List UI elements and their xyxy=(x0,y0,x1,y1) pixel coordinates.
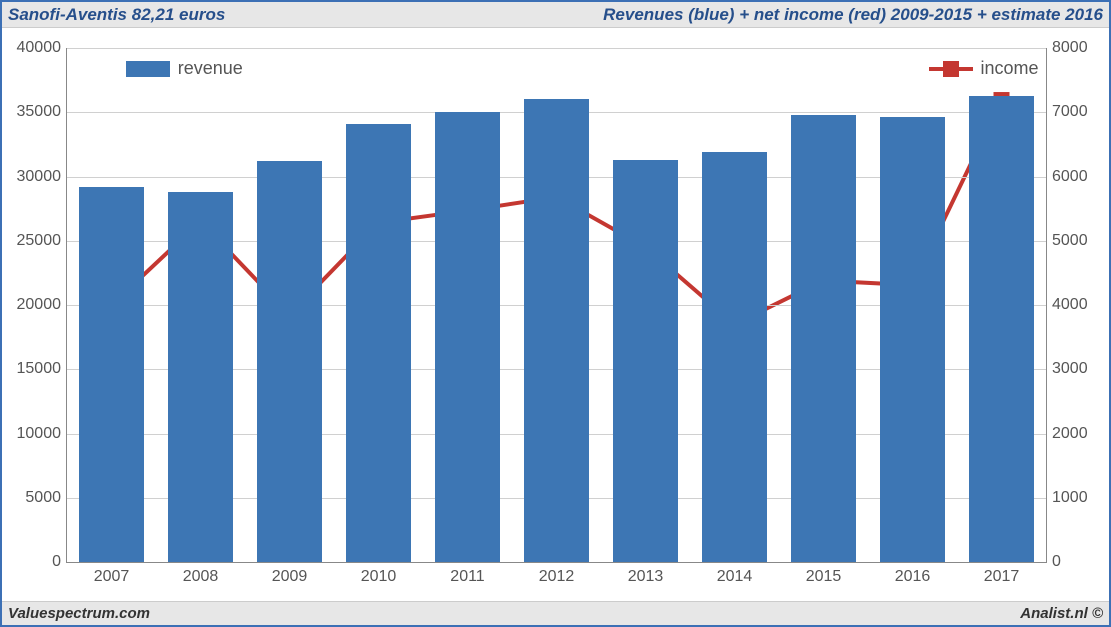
ytick-right: 7000 xyxy=(1052,103,1088,121)
ytick-left: 30000 xyxy=(17,168,62,186)
header-title-left: Sanofi-Aventis 82,21 euros xyxy=(8,5,225,25)
revenue-bar xyxy=(880,117,944,562)
ytick-right: 0 xyxy=(1052,553,1061,571)
ytick-left: 20000 xyxy=(17,296,62,314)
revenue-bar xyxy=(257,161,321,562)
ytick-right: 3000 xyxy=(1052,360,1088,378)
xtick: 2017 xyxy=(984,568,1020,586)
ytick-left: 35000 xyxy=(17,103,62,121)
revenue-bar xyxy=(346,124,410,562)
ytick-left: 10000 xyxy=(17,425,62,443)
legend-revenue-swatch xyxy=(126,61,170,77)
grid-line xyxy=(67,48,1046,49)
header-bar: Sanofi-Aventis 82,21 euros Revenues (blu… xyxy=(2,2,1109,28)
xtick: 2008 xyxy=(183,568,219,586)
revenue-bar xyxy=(613,160,677,562)
chart-area: 0500010000150002000025000300003500040000… xyxy=(6,30,1105,599)
legend-revenue: revenue xyxy=(126,58,243,79)
xtick: 2007 xyxy=(94,568,130,586)
revenue-bar xyxy=(969,96,1033,562)
legend-revenue-label: revenue xyxy=(178,58,243,79)
footer-right: Analist.nl © xyxy=(1020,605,1103,622)
revenue-bar xyxy=(435,112,499,562)
footer-bar: Valuespectrum.com Analist.nl © xyxy=(2,601,1109,625)
legend-income-swatch xyxy=(929,61,973,77)
ytick-right: 5000 xyxy=(1052,232,1088,250)
revenue-bar xyxy=(79,187,143,562)
revenue-bar xyxy=(791,115,855,562)
xtick: 2015 xyxy=(806,568,842,586)
chart-frame: Sanofi-Aventis 82,21 euros Revenues (blu… xyxy=(0,0,1111,627)
xtick: 2011 xyxy=(450,568,484,586)
ytick-right: 1000 xyxy=(1052,489,1088,507)
xtick: 2016 xyxy=(895,568,931,586)
xtick: 2009 xyxy=(272,568,308,586)
legend-income-label: income xyxy=(981,58,1039,79)
legend-income: income xyxy=(929,58,1039,79)
ytick-left: 40000 xyxy=(17,39,62,57)
plot-region: 0500010000150002000025000300003500040000… xyxy=(66,48,1047,563)
ytick-left: 5000 xyxy=(25,489,61,507)
revenue-bar xyxy=(168,192,232,562)
ytick-right: 6000 xyxy=(1052,168,1088,186)
xtick: 2012 xyxy=(539,568,575,586)
header-title-right: Revenues (blue) + net income (red) 2009-… xyxy=(603,5,1103,25)
ytick-right: 8000 xyxy=(1052,39,1088,57)
ytick-right: 2000 xyxy=(1052,425,1088,443)
ytick-left: 0 xyxy=(52,553,61,571)
xtick: 2013 xyxy=(628,568,664,586)
revenue-bar xyxy=(524,99,588,562)
ytick-left: 15000 xyxy=(17,360,62,378)
xtick: 2010 xyxy=(361,568,397,586)
ytick-right: 4000 xyxy=(1052,296,1088,314)
revenue-bar xyxy=(702,152,766,562)
xtick: 2014 xyxy=(717,568,753,586)
footer-left: Valuespectrum.com xyxy=(8,605,150,622)
ytick-left: 25000 xyxy=(17,232,62,250)
